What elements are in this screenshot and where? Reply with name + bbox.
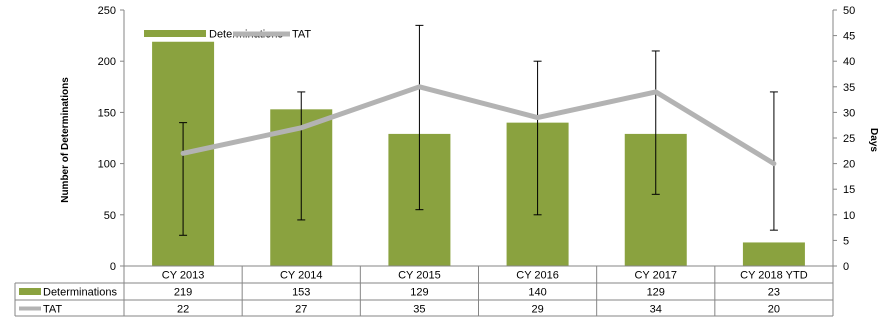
axes [123,10,834,267]
legend-label-tat: TAT [292,29,311,41]
line-tat-path [180,84,777,167]
tick-label-right: 20 [843,159,855,171]
left-axis-ticks: 0 50 100 150 200 250 [98,5,124,273]
y-axis-title-left: Number of Determinations [60,77,71,203]
tick-label-right: 15 [843,184,855,196]
bar-cy-2018-ytd [742,242,805,266]
tick-label-right: 45 [843,31,855,43]
error-bar-cy-2017 [651,50,660,195]
table-row-label-determinations: Determinations [43,287,117,299]
legend-swatch-determinations [144,30,206,37]
tick-label-right: 5 [843,235,849,247]
category-label-cy-2017: CY 2017 [634,270,677,282]
tick-label-left: 0 [110,261,116,273]
y-axis-title-right: Days [868,128,879,152]
tick-label-right: 0 [843,261,849,273]
tick-label-left: 250 [98,5,116,17]
table-cell-determinations-cy-2013: 219 [174,287,192,299]
tick-label-left: 200 [98,56,116,68]
table-cell-tat-cy-2017: 34 [650,304,662,316]
table-cell-tat-cy-2013: 22 [177,304,189,316]
table-row-label-tat: TAT [43,304,62,316]
category-label-cy-2014: CY 2014 [280,270,323,282]
table-cell-tat-cy-2018-ytd: 20 [768,304,780,316]
table-cell-determinations-cy-2015: 129 [410,287,428,299]
error-bar-cy-2013 [179,122,188,236]
error-bar-cy-2014 [297,91,306,221]
bars-determinations [152,41,805,266]
table-cell-determinations-cy-2014: 153 [292,287,310,299]
table-cell-tat-cy-2016: 29 [531,304,543,316]
table-swatch-determinations [19,288,41,295]
category-label-cy-2013: CY 2013 [162,270,205,282]
category-label-cy-2015: CY 2015 [398,270,441,282]
data-table: CY 2013 CY 2014 CY 2015 CY 2016 CY 2017 CY 20… [14,265,834,317]
error-bar-cy-2016 [533,60,542,216]
table-cell-determinations-cy-2017: 129 [647,287,665,299]
tick-label-right: 50 [843,5,855,17]
tick-label-left: 50 [104,210,116,222]
right-axis-ticks: 0 5 10 15 20 25 30 35 40 45 50 [833,5,855,273]
error-bars-tat [179,24,778,236]
category-label-cy-2018-ytd: CY 2018 YTD [740,270,808,282]
error-bar-cy-2015 [415,24,424,211]
tick-label-right: 35 [843,82,855,94]
table-cell-determinations-cy-2016: 140 [528,287,546,299]
tick-label-right: 10 [843,210,855,222]
line-tat [180,84,777,167]
category-label-cy-2016: CY 2016 [516,270,559,282]
table-cell-tat-cy-2015: 35 [413,304,425,316]
tick-label-right: 30 [843,107,855,119]
legend: Determinations TAT [144,29,311,41]
table-cell-determinations-cy-2018-ytd: 23 [768,287,780,299]
tick-label-right: 25 [843,133,855,145]
table-cell-tat-cy-2014: 27 [295,304,307,316]
tick-label-left: 150 [98,107,116,119]
tick-label-left: 100 [98,159,116,171]
tick-label-right: 40 [843,56,855,68]
